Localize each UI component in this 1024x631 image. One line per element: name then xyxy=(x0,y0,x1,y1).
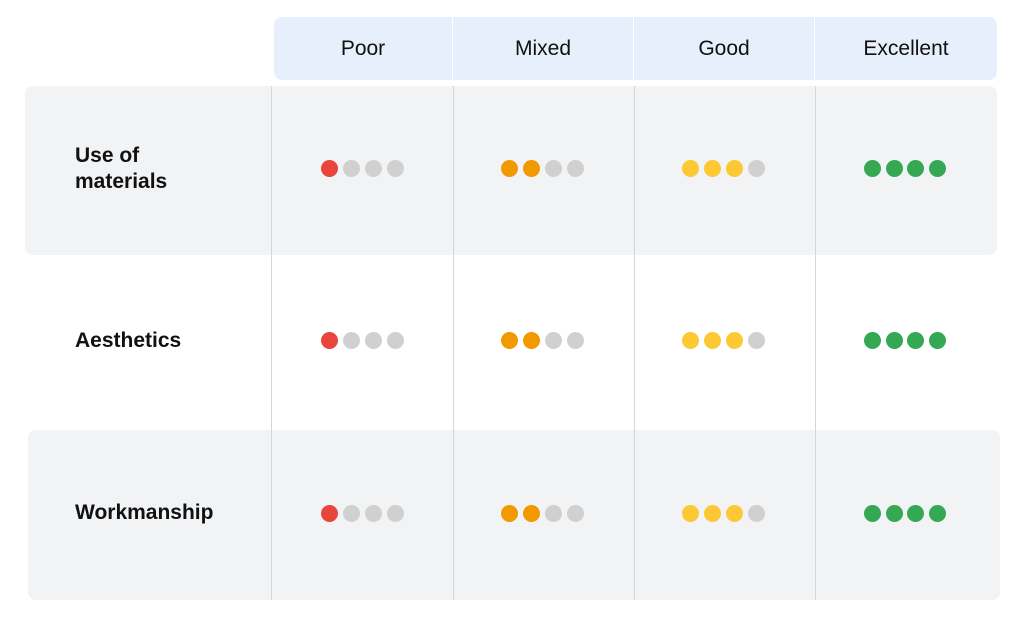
column-header: Poor xyxy=(274,17,452,80)
rating-dot xyxy=(343,160,361,177)
rating-dot xyxy=(682,332,700,349)
rating-dot xyxy=(501,160,519,177)
column-header: Excellent xyxy=(815,17,997,80)
rating-dot xyxy=(566,504,584,522)
rating-dot xyxy=(321,160,339,177)
rating-dot xyxy=(364,160,382,177)
rating-dot xyxy=(704,332,722,349)
rating-dot xyxy=(907,332,925,349)
row-label: Workmanship xyxy=(75,501,214,524)
row-label: Use of materials xyxy=(75,143,168,193)
rating-dot xyxy=(885,504,903,522)
column-header: Mixed xyxy=(453,17,633,80)
column-header: Good xyxy=(634,17,814,80)
rating-dot xyxy=(885,160,903,177)
rating-dot xyxy=(343,332,361,349)
rating-dot xyxy=(343,504,361,522)
rating-dot xyxy=(704,504,722,522)
rating-dot xyxy=(501,332,519,349)
rating-dot xyxy=(523,504,541,522)
column-divider xyxy=(634,86,635,600)
rating-dot xyxy=(364,332,382,349)
rating-dot xyxy=(885,332,903,349)
rating-dot xyxy=(863,160,881,177)
rating-dot xyxy=(929,504,947,522)
rating-dot xyxy=(682,160,700,177)
rating-dot xyxy=(386,332,404,349)
rating-dot xyxy=(364,504,382,522)
rating-dot xyxy=(544,332,562,349)
rating-dot xyxy=(725,160,743,177)
rating-dot xyxy=(747,504,765,522)
rating-dot xyxy=(725,504,743,522)
rating-dot xyxy=(321,332,339,349)
row-label: Aesthetics xyxy=(75,328,182,352)
rating-dot xyxy=(566,332,584,349)
rating-dot xyxy=(907,160,925,177)
rating-dot xyxy=(747,160,765,177)
rating-dot xyxy=(725,332,743,349)
rating-dot xyxy=(386,504,404,522)
rating-dot xyxy=(566,160,584,177)
rating-dot xyxy=(704,160,722,177)
rating-dot xyxy=(386,160,404,177)
rating-dot xyxy=(321,504,339,522)
column-divider xyxy=(453,86,454,600)
rating-dot xyxy=(863,332,881,349)
rating-dot xyxy=(523,332,541,349)
rating-dot xyxy=(929,160,947,177)
rating-dot xyxy=(523,160,541,177)
rating-dot xyxy=(907,504,925,522)
rating-dot xyxy=(747,332,765,349)
rating-dot xyxy=(929,332,947,349)
rating-dot xyxy=(863,504,881,522)
column-divider xyxy=(271,86,272,600)
column-divider xyxy=(815,86,816,600)
rating-dot xyxy=(544,504,562,522)
rating-dot xyxy=(682,504,700,522)
rating-dot xyxy=(544,160,562,177)
rating-dot xyxy=(501,504,519,522)
